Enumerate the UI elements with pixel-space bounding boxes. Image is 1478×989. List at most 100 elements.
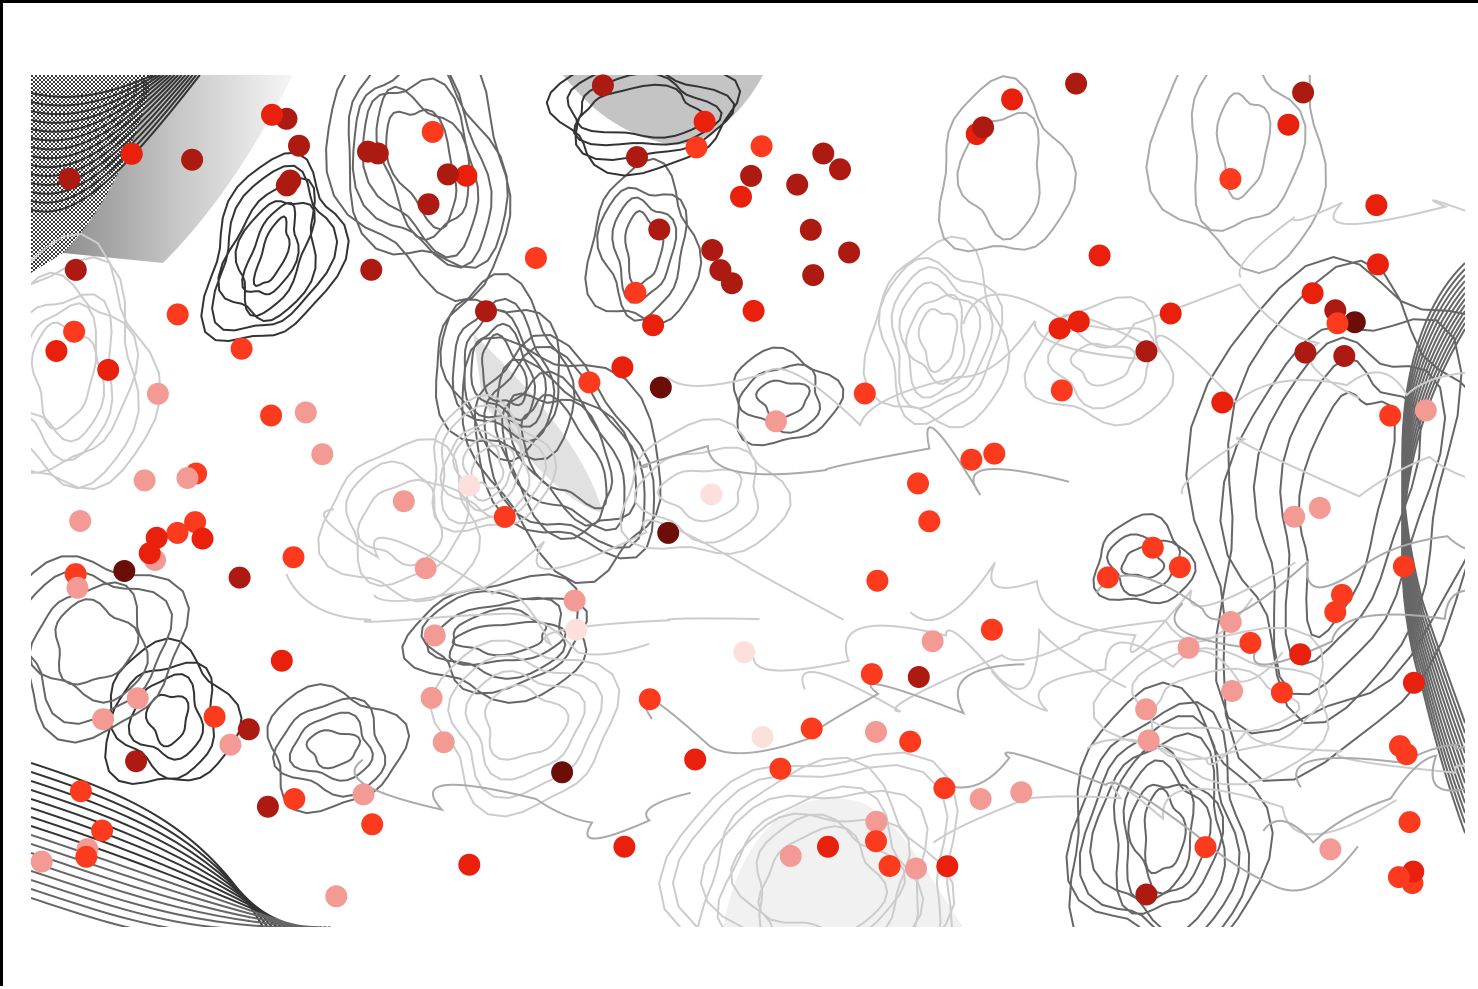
- sample-point: [1365, 194, 1387, 216]
- sample-point: [271, 650, 293, 672]
- sample-point: [905, 858, 927, 880]
- contour-line: [1025, 297, 1174, 425]
- sample-point: [70, 780, 92, 802]
- sample-point: [1135, 340, 1157, 362]
- sample-point: [972, 116, 994, 138]
- sample-point: [283, 546, 305, 568]
- sample-point: [865, 830, 887, 852]
- sample-point: [865, 811, 887, 833]
- sample-point: [92, 708, 114, 730]
- sample-point: [983, 443, 1005, 465]
- sample-point: [1239, 632, 1261, 654]
- sample-point: [458, 475, 480, 497]
- sample-point: [437, 163, 459, 185]
- sample-point: [751, 135, 773, 157]
- sample-point: [765, 410, 787, 432]
- contour-line: [963, 284, 1359, 398]
- sample-point: [361, 813, 383, 835]
- sample-point: [686, 136, 708, 158]
- sample-point: [357, 141, 379, 163]
- sample-point: [63, 321, 85, 343]
- sample-point: [1388, 866, 1410, 888]
- sample-point: [288, 135, 310, 157]
- sample-point: [1294, 342, 1316, 364]
- sample-point: [91, 820, 113, 842]
- sample-point: [1283, 506, 1305, 528]
- sample-point: [113, 560, 135, 582]
- sample-point: [97, 359, 119, 381]
- sample-point: [838, 242, 860, 264]
- sample-point: [1393, 556, 1415, 578]
- sample-point: [1065, 73, 1087, 95]
- contour-line: [431, 641, 620, 817]
- sample-point: [1219, 168, 1241, 190]
- sample-point: [1289, 643, 1311, 665]
- contour-line: [32, 323, 96, 429]
- contour-line: [355, 760, 691, 839]
- sample-point: [694, 111, 716, 133]
- sample-point: [69, 510, 91, 532]
- sample-point: [204, 706, 226, 728]
- contour-line: [640, 427, 1069, 495]
- sample-point: [1169, 556, 1191, 578]
- contour-line: [377, 87, 469, 240]
- contour-line: [919, 309, 958, 372]
- sample-point: [866, 570, 888, 592]
- sample-point: [733, 641, 755, 663]
- contour-line: [324, 509, 760, 644]
- sample-point: [494, 506, 516, 528]
- sample-point: [260, 405, 282, 427]
- sample-point: [1142, 537, 1164, 559]
- contour-line: [55, 599, 138, 684]
- sample-point: [311, 443, 333, 465]
- sample-point: [475, 300, 497, 322]
- sample-point: [261, 104, 283, 126]
- contour-line: [485, 685, 569, 760]
- sample-point: [684, 749, 706, 771]
- sample-point: [721, 272, 743, 294]
- sample-point: [624, 282, 646, 304]
- sample-point: [1309, 497, 1331, 519]
- sample-point: [960, 449, 982, 471]
- sample-point: [1324, 601, 1346, 623]
- sample-point: [45, 340, 67, 362]
- contour-line: [1146, 11, 1326, 273]
- sample-point: [800, 219, 822, 241]
- sample-point: [854, 383, 876, 405]
- sample-point: [147, 383, 169, 405]
- sample-point: [613, 836, 635, 858]
- sample-point: [802, 264, 824, 286]
- sample-point: [743, 300, 765, 322]
- sample-point: [31, 851, 53, 873]
- sample-point: [551, 761, 573, 783]
- sample-point: [936, 855, 958, 877]
- sample-point: [642, 314, 664, 336]
- sample-point: [730, 186, 752, 208]
- sample-point: [1277, 114, 1299, 136]
- contour-line: [286, 574, 649, 654]
- sample-point: [1089, 245, 1111, 267]
- contour-line: [1192, 49, 1306, 231]
- contour-line: [1182, 438, 1478, 503]
- sample-point: [578, 371, 600, 393]
- sample-point: [1220, 611, 1242, 633]
- sample-point: [1211, 392, 1233, 414]
- sample-point: [592, 74, 614, 96]
- sample-point: [415, 557, 437, 579]
- sample-point: [418, 193, 440, 215]
- sample-point: [1367, 253, 1389, 275]
- sample-point: [933, 777, 955, 799]
- sample-point: [433, 731, 455, 753]
- sample-point: [817, 836, 839, 858]
- sample-point: [1221, 680, 1243, 702]
- sample-point: [353, 783, 375, 805]
- sample-point: [1097, 566, 1119, 588]
- sample-point: [657, 522, 679, 544]
- sample-point: [1051, 379, 1073, 401]
- sample-point: [125, 750, 147, 772]
- sample-point: [1195, 836, 1217, 858]
- sample-point: [238, 718, 260, 740]
- sample-point: [75, 846, 97, 868]
- sample-point: [812, 143, 834, 165]
- sample-point: [1138, 729, 1160, 751]
